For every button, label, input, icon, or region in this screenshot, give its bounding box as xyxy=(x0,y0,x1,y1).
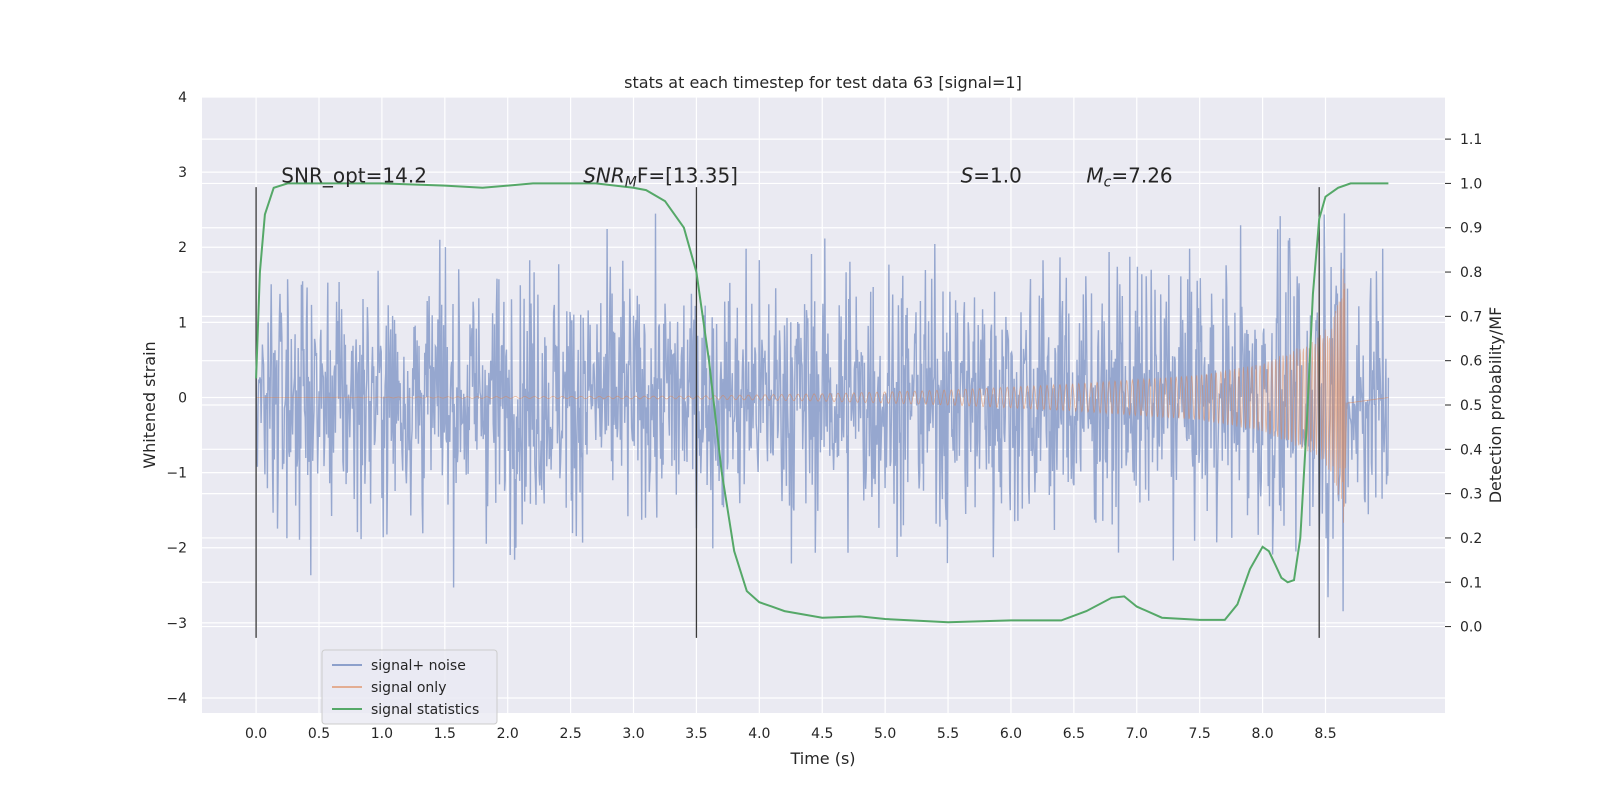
x-tick-label: 4.5 xyxy=(811,726,833,742)
annotation-chirp-mass: Mc=7.26 xyxy=(1086,163,1172,190)
x-tick-label: 8.0 xyxy=(1251,726,1273,742)
y2-tick-label: 0.7 xyxy=(1460,309,1482,325)
y2-tick-label: 0.4 xyxy=(1460,442,1482,458)
x-tick-label: 1.5 xyxy=(434,726,456,742)
legend-box xyxy=(321,649,498,725)
ticks: 0.0 0.5 1.0 1.5 2.0 2.5 3.0 3.5 4.0 4.5 5.0 5.5 6.0 6… xyxy=(166,90,1482,742)
x-tick-label: 3.5 xyxy=(685,726,707,742)
legend-label-noise: signal+ noise xyxy=(371,658,466,674)
x-tick-label: 4.0 xyxy=(748,726,770,742)
annotation-snr-mf: SNRMF=[13.35] xyxy=(583,163,738,190)
y-tick-label: −3 xyxy=(166,616,187,632)
x-tick-label: 5.0 xyxy=(874,726,896,742)
legend-label-signal: signal only xyxy=(371,680,446,696)
y2-tick-label: 0.9 xyxy=(1460,221,1482,237)
y2-tick-label: 0.3 xyxy=(1460,487,1482,503)
vertical-markers xyxy=(255,187,1320,638)
y2-tick-label: 0.5 xyxy=(1460,398,1482,414)
y-tick-label: 1 xyxy=(178,315,187,331)
y2-tick-label: 0.2 xyxy=(1460,531,1482,547)
y-tick-label: −1 xyxy=(166,466,187,482)
y2-axis-label: Detection probability/MF xyxy=(1486,307,1505,504)
series-signal-only xyxy=(256,268,1389,523)
series-signal-statistics xyxy=(255,182,1389,624)
legend: signal+ noise signal only signal statist… xyxy=(321,649,498,725)
y2-tick-label: 0.6 xyxy=(1460,354,1482,370)
x-tick-label: 6.0 xyxy=(1000,726,1022,742)
y-tick-label: 0 xyxy=(178,390,187,406)
y-tick-label: 4 xyxy=(178,90,187,106)
x-tick-label: 6.5 xyxy=(1063,726,1085,742)
y2-tick-label: 1.1 xyxy=(1460,132,1482,148)
annotation-s: S=1.0 xyxy=(961,163,1022,187)
y-tick-label: 2 xyxy=(178,240,187,256)
y2-tick-label: 0.1 xyxy=(1460,575,1482,591)
x-tick-label: 5.5 xyxy=(937,726,959,742)
x-tick-label: 2.5 xyxy=(559,726,581,742)
x-tick-label: 0.0 xyxy=(245,726,267,742)
x-axis-label: Time (s) xyxy=(789,749,855,768)
series-signal-plus-noise xyxy=(255,213,1390,612)
x-tick-label: 8.5 xyxy=(1314,726,1336,742)
legend-label-stats: signal statistics xyxy=(371,702,479,718)
y-tick-label: −4 xyxy=(166,691,187,707)
y2-tick-label: 0.8 xyxy=(1460,265,1482,281)
x-tick-label: 3.0 xyxy=(622,726,644,742)
y2-tick-label: 0.0 xyxy=(1460,620,1482,636)
x-tick-label: 7.0 xyxy=(1126,726,1148,742)
signal-only-line xyxy=(256,268,1389,523)
y-axis-label: Whitened strain xyxy=(140,341,159,468)
y-tick-label: 3 xyxy=(178,165,187,181)
y2-tick-label: 1.0 xyxy=(1460,176,1482,192)
y-tick-label: −2 xyxy=(166,541,187,557)
signal-statistics-line xyxy=(255,182,1389,624)
signal-plus-noise-line xyxy=(255,213,1390,612)
annotation-snr-opt: SNR_opt=14.2 xyxy=(281,163,427,187)
x-tick-label: 0.5 xyxy=(308,726,330,742)
x-tick-label: 7.5 xyxy=(1189,726,1211,742)
x-tick-label: 1.0 xyxy=(371,726,393,742)
chart-title: stats at each timestep for test data 63 … xyxy=(624,73,1022,92)
x-tick-label: 2.0 xyxy=(497,726,519,742)
